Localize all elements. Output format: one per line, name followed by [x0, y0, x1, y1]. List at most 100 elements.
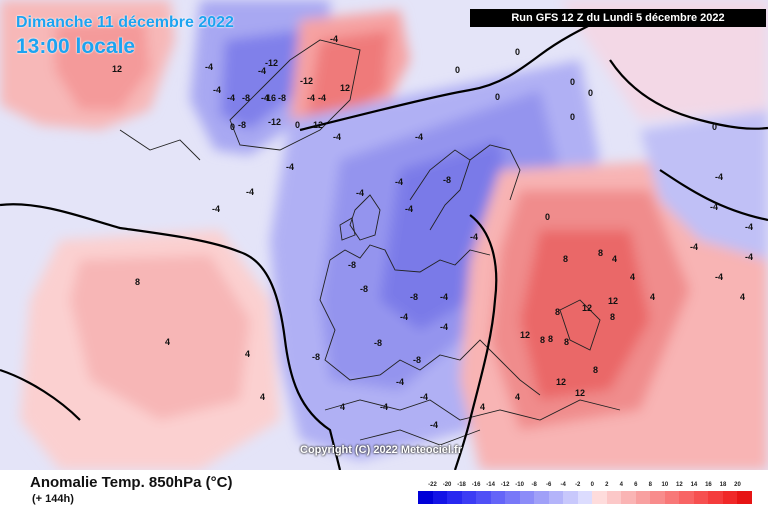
- legend-tick-label: -18: [457, 482, 466, 488]
- legend-swatch: [664, 491, 680, 504]
- coastlines: [119, 39, 621, 446]
- contour-value-label: 0: [515, 47, 520, 57]
- contour-value-label: -4: [690, 242, 698, 252]
- contour-value-label: 0: [588, 88, 593, 98]
- contour-value-label: -4: [440, 322, 448, 332]
- contour-value-label: -12: [268, 117, 281, 127]
- contour-value-label: -8: [312, 352, 320, 362]
- contour-value-label: 4: [260, 392, 265, 402]
- contour-value-label: 12: [520, 330, 530, 340]
- copyright-watermark: Copyright (C) 2022 Meteociel.fr: [300, 444, 462, 456]
- legend-tick-label: -16: [471, 482, 481, 488]
- legend-swatch: [606, 491, 622, 504]
- forecast-date: Dimanche 11 décembre 2022: [16, 14, 234, 31]
- contour-value-label: 8: [593, 365, 598, 375]
- contour-value-label: -4: [400, 312, 408, 322]
- legend-tick-label: 18: [719, 482, 727, 488]
- contour-value-label: 0: [230, 122, 235, 132]
- contour-value-label: -4: [715, 172, 723, 182]
- contour-value-label: 8: [540, 335, 545, 345]
- contour-value-label: 8: [610, 312, 615, 322]
- legend-swatch: [577, 491, 593, 504]
- contour-value-label: 0: [570, 112, 575, 122]
- contour-value-label: 0: [545, 212, 550, 222]
- contour-value-label: -4: [205, 62, 213, 72]
- legend-swatch: [635, 491, 651, 504]
- contour-value-label: -4: [246, 187, 254, 197]
- contour-value-label: 0: [495, 92, 500, 102]
- legend-swatch: [650, 491, 665, 504]
- contour-value-label: 0: [295, 120, 300, 130]
- contour-value-label: -8: [443, 175, 451, 185]
- contour-value-label: 4: [630, 272, 635, 282]
- contour-value-label: 12: [556, 377, 566, 387]
- contour-value-label: -4: [212, 204, 220, 214]
- legend-tick-label: 20: [734, 482, 741, 488]
- contour-value-label: 12: [112, 64, 122, 74]
- contour-value-label: 8: [135, 277, 140, 287]
- legend-tick-label: -14: [486, 482, 495, 488]
- legend-tick-label: -6: [546, 482, 552, 488]
- contour-value-label: -8: [413, 355, 421, 365]
- legend-color-bar: [418, 491, 752, 504]
- contour-value-label: -8: [410, 292, 418, 302]
- contour-value-label: 12: [582, 303, 592, 313]
- legend-swatch: [505, 491, 520, 504]
- legend-swatch: [621, 491, 636, 504]
- contour-value-label: -4: [470, 232, 478, 242]
- contour-value-label: 4: [480, 402, 485, 412]
- contour-value-label: 8: [548, 334, 553, 344]
- contour-value-label: 4: [340, 402, 345, 412]
- legend-swatch: [490, 491, 506, 504]
- contour-value-label: 0: [455, 65, 460, 75]
- contour-value-label: -4: [396, 377, 404, 387]
- model-run-label: Run GFS 12 Z du Lundi 5 décembre 2022: [470, 9, 766, 27]
- legend-tick-label: 10: [661, 482, 669, 488]
- contour-value-label: -4: [318, 93, 326, 103]
- legend-swatch: [563, 491, 578, 504]
- contour-value-label: 8: [564, 337, 569, 347]
- contour-value-label: -8: [374, 338, 382, 348]
- contour-value-label: -4: [258, 66, 266, 76]
- contour-value-label: -4: [333, 132, 341, 142]
- legend-tick-label: -4: [560, 482, 566, 488]
- field-title: Anomalie Temp. 850hPa (°C): [30, 474, 233, 491]
- contour-value-label: -4: [405, 204, 413, 214]
- legend-swatch: [476, 491, 491, 504]
- legend-tick-label: 4: [619, 482, 623, 488]
- legend-tick-label: 6: [634, 482, 638, 488]
- contour-value-label: -4: [715, 272, 723, 282]
- contour-value-label: -8: [278, 93, 286, 103]
- contour-value-label: -4: [286, 162, 294, 172]
- legend-footer: Anomalie Temp. 850hPa (°C) (+ 144h) -22 -…: [0, 470, 768, 512]
- contour-value-label: -4: [330, 34, 338, 44]
- anomaly-contours: [0, 19, 768, 470]
- legend-tick-label: -22: [428, 482, 437, 488]
- legend-swatch: [693, 491, 709, 504]
- contour-value-label: 12: [575, 388, 585, 398]
- contour-value-label: 4: [245, 349, 250, 359]
- contour-value-label: 16: [266, 93, 276, 103]
- contour-value-label: -4: [307, 93, 315, 103]
- contour-value-label: -8: [360, 284, 368, 294]
- legend-swatch: [461, 491, 477, 504]
- contour-value-label: 0: [712, 122, 717, 132]
- contour-value-label: -4: [440, 292, 448, 302]
- legend-swatch: [418, 491, 433, 504]
- contour-value-label: 4: [515, 392, 520, 402]
- contour-value-label: -8: [242, 93, 250, 103]
- contour-value-label: -4: [395, 177, 403, 187]
- legend-swatch: [679, 491, 694, 504]
- forecast-step: (+ 144h): [32, 493, 74, 505]
- legend-swatch: [447, 491, 462, 504]
- legend-tick-label: 0: [590, 482, 594, 488]
- contour-value-label: -12: [300, 76, 313, 86]
- legend-tick-label: 14: [690, 482, 698, 488]
- contour-value-label: 12: [340, 83, 350, 93]
- contour-value-label: -8: [348, 260, 356, 270]
- contour-value-label: -4: [745, 222, 753, 232]
- forecast-time: 13:00 locale: [16, 35, 136, 58]
